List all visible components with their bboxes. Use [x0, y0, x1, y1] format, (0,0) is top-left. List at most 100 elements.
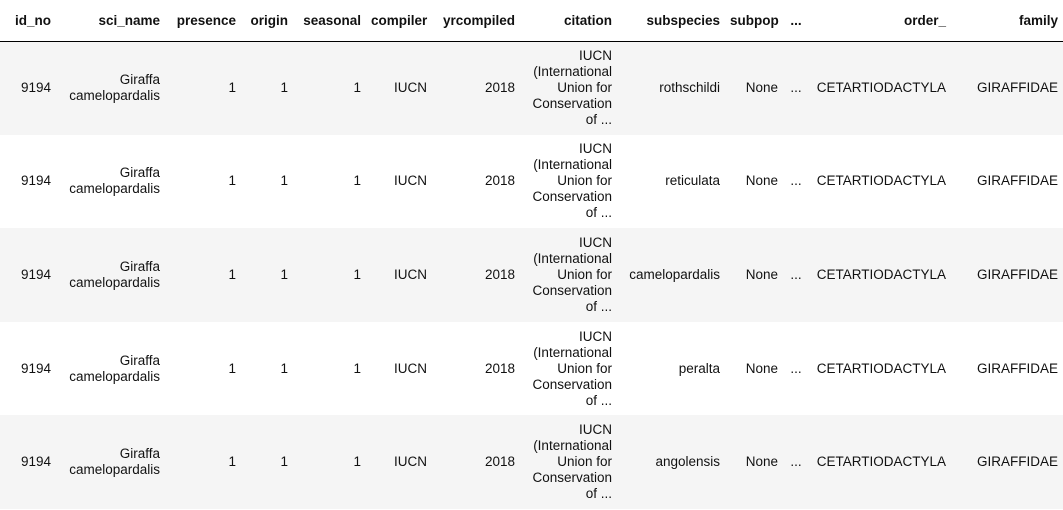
cell-compiler: IUCN	[366, 41, 432, 135]
col-header-id-no: id_no	[0, 0, 56, 42]
cell-id-no: 9194	[0, 415, 56, 509]
cell-origin: 1	[241, 228, 293, 322]
cell-yrcompiled: 2018	[432, 41, 520, 135]
sci-name-genus: Giraffa	[119, 446, 160, 462]
cell-compiler: IUCN	[366, 415, 432, 509]
col-header-seasonal: seasonal	[293, 0, 366, 42]
cell-sci-name: Giraffa camelopardalis	[56, 415, 165, 509]
cell-ellipsis: ...	[783, 134, 809, 229]
sci-name-genus: Giraffa	[119, 352, 160, 368]
citation-line: (International	[533, 438, 612, 454]
citation-line: of ...	[585, 298, 612, 314]
cell-ellipsis: ...	[783, 321, 809, 416]
cell-origin: 1	[241, 321, 293, 416]
cell-subspecies: peralta	[617, 321, 725, 416]
cell-yrcompiled: 2018	[432, 134, 520, 229]
cell-subspecies: camelopardalis	[617, 228, 725, 322]
cell-citation: IUCN (International Union for Conservation o…	[520, 134, 617, 229]
cell-family: GIRAFFIDAE	[951, 134, 1063, 229]
cell-id-no: 9194	[0, 134, 56, 229]
cell-family: GIRAFFIDAE	[951, 41, 1063, 135]
table-row: 9194 Giraffa camelopardalis 1 1 1 IUCN 20…	[0, 41, 1063, 135]
col-header-sci-name: sci_name	[56, 0, 165, 42]
citation-line: Union for	[557, 454, 612, 470]
table-row: 9194 Giraffa camelopardalis 1 1 1 IUCN 20…	[0, 228, 1063, 322]
citation-line: (International	[533, 250, 612, 266]
cell-seasonal: 1	[293, 228, 366, 322]
citation-line: IUCN	[579, 328, 612, 344]
cell-origin: 1	[241, 41, 293, 135]
cell-order: CETARTIODACTYLA	[809, 134, 951, 229]
citation-line: Union for	[557, 173, 612, 189]
cell-origin: 1	[241, 134, 293, 229]
citation-line: Conservation	[532, 96, 612, 112]
citation-line: of ...	[585, 392, 612, 408]
cell-subspecies: reticulata	[617, 134, 725, 229]
cell-sci-name: Giraffa camelopardalis	[56, 321, 165, 416]
sci-name-species: camelopardalis	[69, 462, 160, 478]
cell-compiler: IUCN	[366, 134, 432, 229]
cell-citation: IUCN (International Union for Conservation o…	[520, 228, 617, 322]
cell-yrcompiled: 2018	[432, 321, 520, 416]
citation-line: Union for	[557, 80, 612, 96]
citation-line: Conservation	[532, 470, 612, 486]
citation-line: (International	[533, 344, 612, 360]
col-header-order: order_	[809, 0, 951, 42]
cell-yrcompiled: 2018	[432, 415, 520, 509]
cell-order: CETARTIODACTYLA	[809, 41, 951, 135]
col-header-family: family	[951, 0, 1063, 42]
sci-name-genus: Giraffa	[119, 165, 160, 181]
cell-family: GIRAFFIDAE	[951, 415, 1063, 509]
citation-line: Conservation	[532, 282, 612, 298]
cell-ellipsis: ...	[783, 41, 809, 135]
cell-presence: 1	[165, 228, 241, 322]
citation-line: of ...	[585, 486, 612, 502]
cell-id-no: 9194	[0, 228, 56, 322]
table-row: 9194 Giraffa camelopardalis 1 1 1 IUCN 20…	[0, 321, 1063, 416]
cell-seasonal: 1	[293, 134, 366, 229]
cell-order: CETARTIODACTYLA	[809, 228, 951, 322]
cell-compiler: IUCN	[366, 228, 432, 322]
cell-seasonal: 1	[293, 41, 366, 135]
cell-subpop: None	[725, 321, 783, 416]
sci-name-species: camelopardalis	[69, 368, 160, 384]
col-header-presence: presence	[165, 0, 241, 42]
citation-line: IUCN	[579, 48, 612, 64]
citation-line: Union for	[557, 266, 612, 282]
citation-line: IUCN	[579, 234, 612, 250]
citation-line: of ...	[585, 205, 612, 221]
table-row: 9194 Giraffa camelopardalis 1 1 1 IUCN 20…	[0, 134, 1063, 229]
cell-origin: 1	[241, 415, 293, 509]
cell-citation: IUCN (International Union for Conservation o…	[520, 415, 617, 509]
sci-name-species: camelopardalis	[69, 181, 160, 197]
cell-subpop: None	[725, 415, 783, 509]
cell-subspecies: angolensis	[617, 415, 725, 509]
sci-name-species: camelopardalis	[69, 274, 160, 290]
citation-line: Conservation	[532, 189, 612, 205]
sci-name-genus: Giraffa	[119, 258, 160, 274]
col-header-origin: origin	[241, 0, 293, 42]
col-header-compiler: compiler	[366, 0, 432, 42]
sci-name-genus: Giraffa	[119, 72, 160, 88]
cell-ellipsis: ...	[783, 415, 809, 509]
cell-presence: 1	[165, 41, 241, 135]
cell-sci-name: Giraffa camelopardalis	[56, 228, 165, 322]
header-row: id_no sci_name presence origin seasonal …	[0, 0, 1063, 42]
cell-subpop: None	[725, 134, 783, 229]
cell-subspecies: rothschildi	[617, 41, 725, 135]
cell-seasonal: 1	[293, 415, 366, 509]
cell-presence: 1	[165, 415, 241, 509]
cell-sci-name: Giraffa camelopardalis	[56, 134, 165, 229]
cell-id-no: 9194	[0, 321, 56, 416]
citation-line: IUCN	[579, 422, 612, 438]
cell-ellipsis: ...	[783, 228, 809, 322]
cell-family: GIRAFFIDAE	[951, 321, 1063, 416]
citation-line: Conservation	[532, 376, 612, 392]
col-header-subpop: subpop	[725, 0, 783, 42]
citation-line: Union for	[557, 360, 612, 376]
cell-compiler: IUCN	[366, 321, 432, 416]
sci-name-species: camelopardalis	[69, 88, 160, 104]
cell-subpop: None	[725, 228, 783, 322]
table-header: id_no sci_name presence origin seasonal …	[0, 0, 1063, 42]
